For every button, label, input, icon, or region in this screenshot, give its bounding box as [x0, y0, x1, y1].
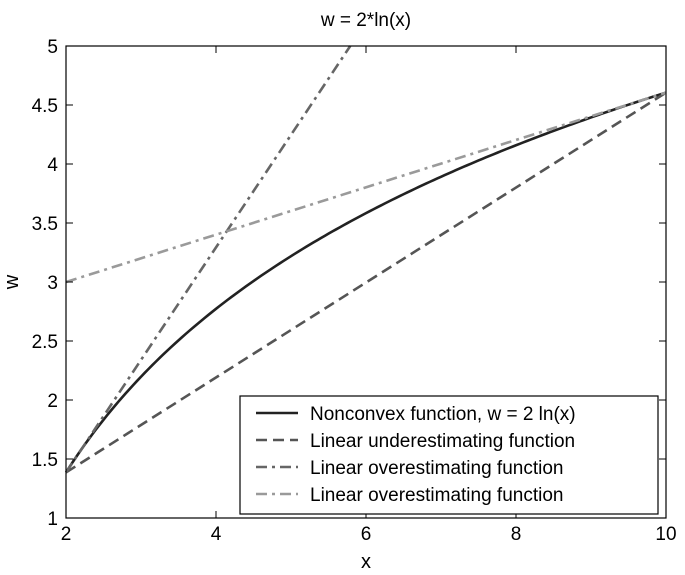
- y-tick-label: 1.5: [32, 450, 58, 471]
- x-tick-label: 2: [61, 524, 72, 545]
- y-tick-label: 3.5: [32, 214, 58, 235]
- y-tick-label: 4: [47, 155, 58, 176]
- x-tick-label: 8: [511, 524, 522, 545]
- series-line-3: [64, 45, 352, 474]
- y-tick-label: 2.5: [32, 332, 58, 353]
- series-line-4: [65, 91, 667, 284]
- axis-ticks: 2 4 6 8 10 1 1.5 2 2.5 3 3.5 4 4.5 5: [32, 37, 677, 545]
- x-tick-label: 4: [211, 524, 222, 545]
- x-tick-label: 10: [655, 524, 676, 545]
- series-line-1: [64, 91, 667, 474]
- plot-marks: [64, 45, 667, 474]
- y-tick-label: 5: [47, 37, 58, 58]
- legend-entry-3: Linear overestimating function: [310, 458, 563, 479]
- y-tick-label: 1: [47, 509, 58, 530]
- y-tick-label: 4.5: [32, 96, 58, 117]
- legend-entry-4: Linear overestimating function: [310, 485, 563, 506]
- x-axis-title: x: [361, 551, 371, 573]
- chart-title: w = 2*ln(x): [320, 10, 411, 31]
- y-tick-label: 2: [47, 391, 58, 412]
- legend: Nonconvex function, w = 2 ln(x) Linear un…: [239, 395, 659, 515]
- legend-box: [239, 395, 659, 515]
- y-axis-title: w: [1, 274, 23, 290]
- legend-entry-1: Nonconvex function, w = 2 ln(x): [310, 404, 576, 425]
- x-tick-label: 6: [361, 524, 372, 545]
- y-tick-label: 3: [47, 273, 58, 294]
- legend-entry-2: Linear underestimating function: [310, 431, 575, 452]
